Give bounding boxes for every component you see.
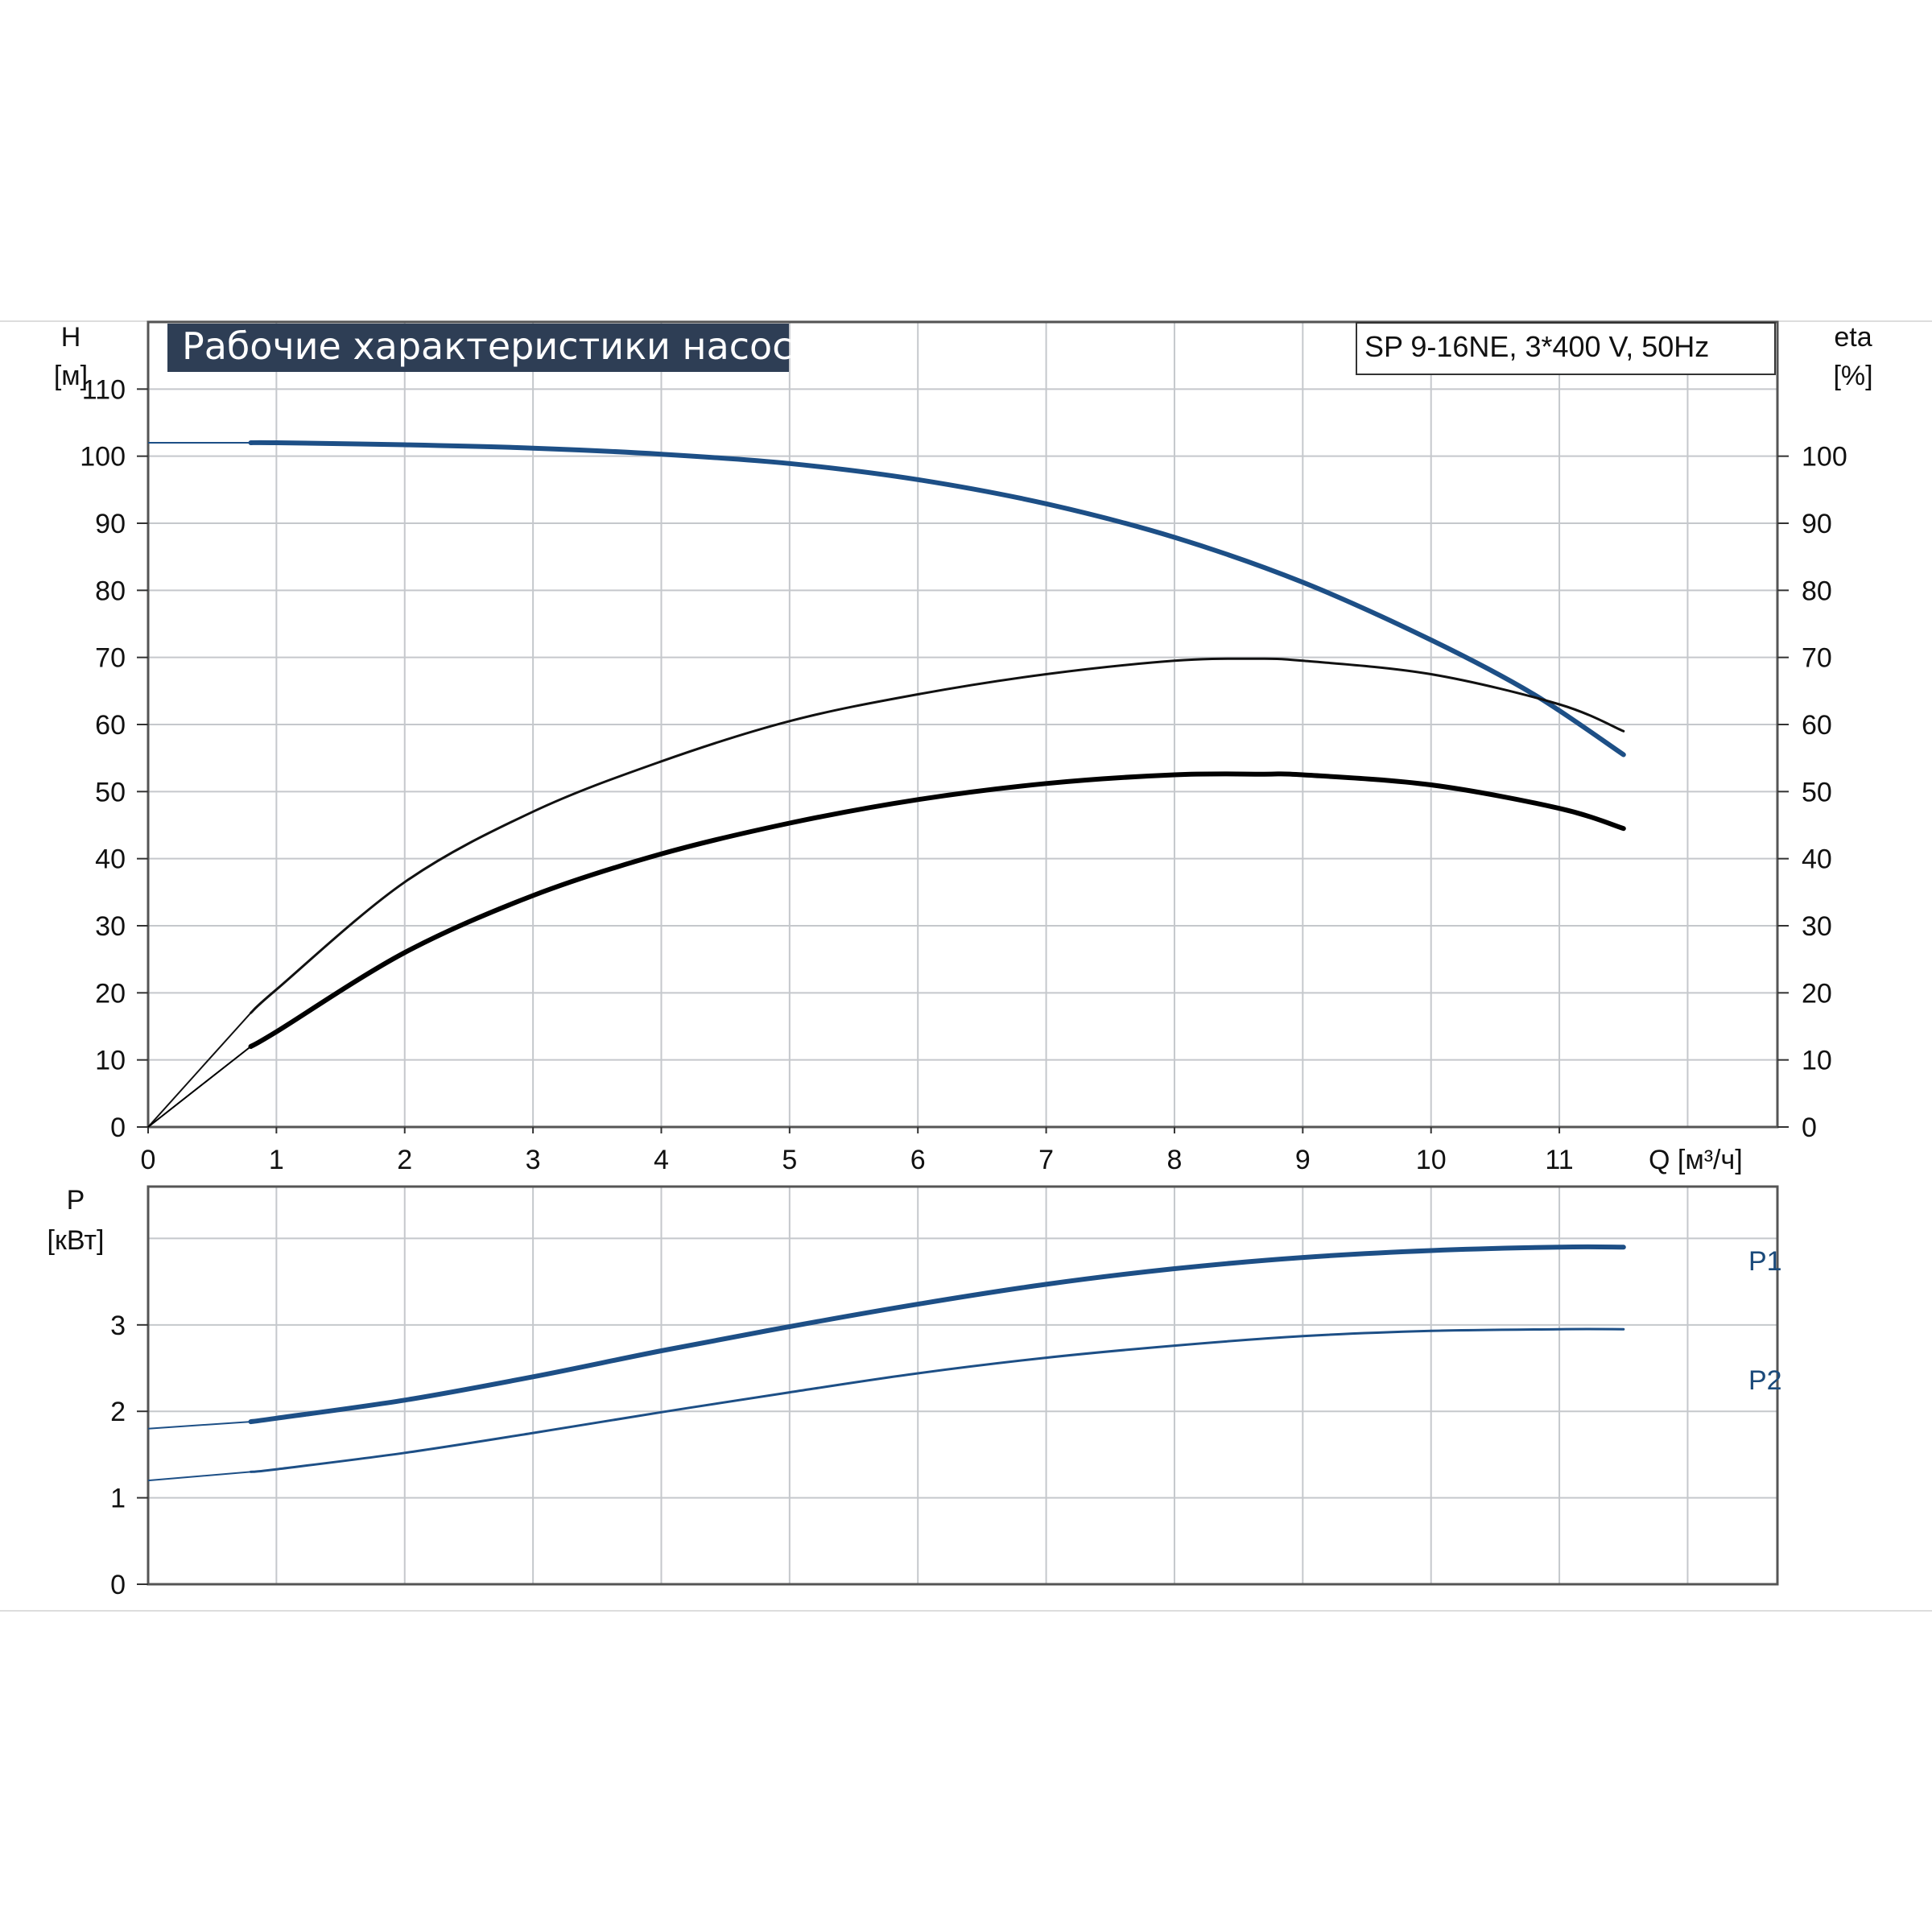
- y-right-tick-label: 30: [1802, 911, 1832, 942]
- y-left-tick-label: 80: [95, 576, 126, 606]
- pump-efficiency-curve-leadin: [147, 1012, 252, 1128]
- model-box: [1356, 322, 1776, 375]
- y-left-tick-label: 10: [95, 1046, 126, 1076]
- x-tick-label: 10: [1416, 1145, 1447, 1175]
- x-tick-label: 2: [397, 1145, 412, 1175]
- power-tick-label: 2: [110, 1397, 126, 1427]
- y-left-tick-label: 110: [82, 374, 126, 405]
- y-right-tick-label: 80: [1802, 576, 1832, 606]
- model-label: SP 9-16NE, 3*400 V, 50Hz: [1364, 330, 1709, 363]
- y-right-tick-label: 70: [1802, 643, 1832, 674]
- x-tick-label: 9: [1295, 1145, 1311, 1175]
- p2-series-label: P2: [1748, 1365, 1782, 1396]
- x-tick-label: 4: [654, 1145, 669, 1175]
- y-right-tick-label: 20: [1802, 978, 1832, 1009]
- power-axis-label: P: [67, 1185, 85, 1216]
- x-tick-label: 1: [269, 1145, 284, 1175]
- chart-title: Рабочие характеристики насоса: [182, 324, 815, 368]
- x-axis-label: Q [м³/ч]: [1649, 1145, 1743, 1175]
- head-curve: [248, 440, 1626, 758]
- upper-curves: [147, 440, 1626, 1128]
- lower-curves: [147, 1244, 1626, 1482]
- y-left-tick-label: 90: [95, 509, 126, 539]
- y-left-tick-label: 70: [95, 643, 126, 674]
- x-tick-label: 3: [526, 1145, 541, 1175]
- total-efficiency-curve: [248, 771, 1626, 1049]
- y-right-tick-label: 100: [1802, 442, 1847, 473]
- title-box: [167, 324, 789, 372]
- y-right-tick-label: 90: [1802, 509, 1832, 539]
- y-left-tick-label: 30: [95, 911, 126, 942]
- power-tick-label: 3: [110, 1311, 126, 1341]
- y-right-label: eta: [1834, 322, 1872, 353]
- y-left-label: H: [61, 322, 81, 353]
- power-tick-label: 1: [110, 1484, 126, 1514]
- y-left-tick-label: 40: [95, 844, 126, 875]
- upper-ticks: 0 1 2 3 4 5 6 7 8 9 10 1101020304050607080901001100…: [80, 374, 1847, 1175]
- x-tick-label: 7: [1038, 1145, 1054, 1175]
- pump-efficiency-curve: [250, 657, 1625, 1014]
- lower-ticks: 0 1 2 3: [110, 1311, 148, 1600]
- x-tick-label: 8: [1166, 1145, 1182, 1175]
- y-right-unit: [%]: [1833, 361, 1872, 391]
- p2-power-curve-leadin: [147, 1471, 251, 1482]
- x-tick-label: 11: [1545, 1145, 1573, 1175]
- y-right-tick-label: 0: [1802, 1113, 1817, 1143]
- y-right-tick-label: 10: [1802, 1046, 1832, 1076]
- y-right-tick-label: 60: [1802, 710, 1832, 741]
- lower-grid: [148, 1187, 1777, 1584]
- power-axis-unit: [кВт]: [47, 1225, 105, 1256]
- y-left-tick-label: 50: [95, 777, 126, 807]
- y-left-tick-label: 20: [95, 978, 126, 1009]
- x-tick-label: 6: [910, 1145, 926, 1175]
- y-left-tick-label: 0: [110, 1113, 126, 1143]
- y-right-tick-label: 40: [1802, 844, 1832, 875]
- lower-plot-border: [147, 1185, 1779, 1586]
- power-tick-label: 0: [110, 1570, 126, 1600]
- p2-power-curve: [250, 1327, 1625, 1473]
- y-left-tick-label: 60: [95, 710, 126, 741]
- x-tick-label: 5: [782, 1145, 797, 1175]
- y-left-tick-label: 100: [80, 442, 126, 473]
- x-tick-label: 0: [141, 1145, 156, 1175]
- p1-series-label: P1: [1748, 1246, 1782, 1277]
- p1-power-curve-leadin: [147, 1421, 251, 1430]
- total-efficiency-curve-leadin: [147, 1046, 252, 1128]
- y-right-tick-label: 50: [1802, 777, 1832, 807]
- p1-power-curve: [248, 1244, 1626, 1425]
- y-left-unit: [м]: [54, 361, 88, 391]
